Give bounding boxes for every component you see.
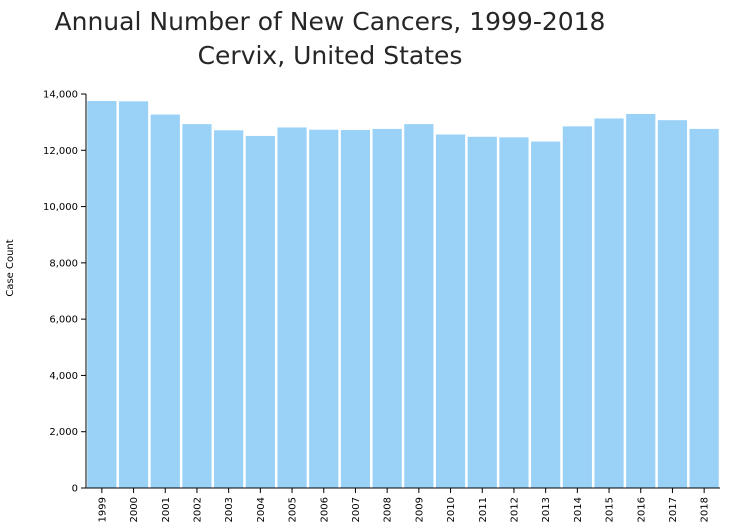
x-tick-label: 2012 [509, 497, 520, 522]
y-tick-label: 0 [72, 484, 78, 495]
bar-2004 [245, 135, 275, 488]
x-tick-label: 2018 [700, 497, 711, 522]
bar-2007 [340, 130, 371, 488]
x-tick-label: 2011 [478, 497, 489, 522]
bar-2001 [150, 114, 180, 488]
x-tick-label: 2003 [224, 497, 235, 522]
y-tick-label: 14,000 [43, 90, 78, 101]
bar-2009 [404, 124, 434, 489]
x-tick-label: 2016 [636, 497, 647, 522]
y-tick-label: 12,000 [43, 146, 78, 157]
x-tick-label: 2004 [256, 497, 267, 522]
bar-2002 [182, 124, 212, 489]
x-tick-label: 2017 [668, 497, 679, 522]
y-tick-label: 6,000 [49, 315, 78, 326]
bar-2013 [531, 141, 561, 488]
bar-2000 [118, 101, 149, 488]
chart-subtitle: Cervix, United States [197, 41, 463, 70]
y-tick-label: 8,000 [49, 258, 78, 269]
x-tick-label: 2007 [351, 497, 362, 522]
axes-group [85, 94, 720, 489]
x-tick-label: 2006 [319, 497, 330, 522]
bar-2011 [467, 136, 497, 488]
x-tick-label: 2010 [446, 497, 457, 522]
y-tick-label: 10,000 [43, 202, 78, 213]
bar-2005 [277, 127, 307, 489]
x-tick-label: 1999 [97, 497, 108, 522]
bar-2015 [594, 118, 624, 488]
bar-2018 [689, 128, 719, 488]
x-tick-label: 2014 [573, 497, 584, 522]
bar-2010 [435, 134, 466, 488]
bar-2012 [499, 137, 529, 488]
bar-2008 [372, 128, 402, 488]
bar-2017 [657, 120, 688, 489]
y-tick-label: 2,000 [49, 427, 78, 438]
x-tick-label: 2005 [288, 497, 299, 522]
bar-2003 [214, 130, 244, 489]
x-tick-label: 2002 [192, 497, 203, 522]
x-ticks-group: 1999 2000 2001 2002 2003 2004 2005 2006 2007 2008… [97, 488, 711, 522]
y-axis-label: Case Count [5, 239, 16, 296]
bar-2006 [309, 129, 339, 489]
x-tick-label: 2008 [383, 497, 394, 522]
x-tick-label: 2001 [161, 497, 172, 522]
chart-title: Annual Number of New Cancers, 1999-2018 [54, 7, 606, 36]
x-tick-label: 2009 [414, 497, 425, 522]
x-tick-label: 2000 [129, 497, 140, 522]
x-tick-label: 2015 [605, 497, 616, 522]
x-tick-label: 2013 [541, 497, 552, 522]
y-tick-label: 4,000 [49, 371, 78, 382]
bar-2014 [562, 126, 592, 489]
bar-2016 [626, 113, 656, 488]
bars-group [87, 101, 719, 489]
bar-1999 [87, 101, 117, 488]
y-ticks-group: 0 2,000 4,000 6,000 8,000 10,000 12,000 14,000 [43, 90, 86, 495]
